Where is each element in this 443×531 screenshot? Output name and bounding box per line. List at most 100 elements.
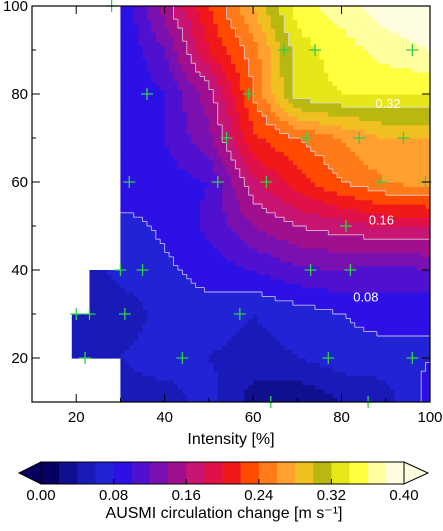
contour-cell — [177, 318, 183, 324]
contour-cell — [407, 199, 413, 205]
contour-cell — [416, 177, 422, 183]
contour-cell — [425, 133, 430, 139]
contour-cell — [337, 212, 343, 218]
contour-cell — [266, 362, 272, 368]
contour-cell — [160, 305, 166, 311]
contour-cell — [89, 349, 95, 355]
contour-cell — [275, 384, 281, 390]
contour-cell — [160, 177, 166, 183]
contour-cell — [372, 138, 378, 143]
contour-cell — [381, 226, 387, 231]
contour-cell — [133, 300, 139, 306]
contour-cell — [350, 177, 356, 183]
contour-cell — [270, 234, 276, 240]
contour-cell — [138, 195, 144, 201]
contour-cell — [248, 116, 254, 121]
contour-cell — [345, 305, 351, 311]
contour-cell — [319, 375, 325, 381]
contour-cell — [301, 270, 307, 275]
contour-cell — [129, 270, 135, 275]
contour-cell — [385, 133, 391, 139]
contour-cell — [416, 116, 422, 121]
contour-cell — [350, 142, 356, 148]
contour-cell — [177, 314, 183, 319]
contour-cell — [231, 177, 237, 183]
contour-cell — [394, 322, 400, 328]
contour-cell — [416, 375, 422, 381]
contour-cell — [120, 230, 126, 236]
contour-cell — [297, 296, 303, 302]
contour-cell — [173, 173, 179, 179]
contour-cell — [208, 371, 214, 377]
contour-cell — [297, 261, 303, 267]
contour-cell — [89, 344, 95, 350]
contour-cell — [368, 111, 374, 117]
contour-cell — [138, 212, 144, 218]
contour-cell — [297, 349, 303, 355]
contour-cell — [155, 393, 161, 399]
contour-cell — [177, 371, 183, 377]
contour-cell — [328, 208, 334, 214]
contour-cell — [253, 129, 259, 135]
contour-cell — [226, 124, 232, 130]
contour-cell — [146, 265, 152, 271]
contour-cell — [226, 344, 232, 350]
contour-cell — [363, 358, 369, 363]
contour-cell — [217, 322, 223, 328]
contour-cell — [403, 397, 409, 402]
contour-cell — [217, 292, 223, 297]
contour-cell — [416, 164, 422, 170]
contour-cell — [129, 173, 135, 179]
contour-cell — [239, 300, 245, 306]
contour-cell — [359, 138, 365, 143]
contour-cell — [244, 239, 250, 245]
contour-cell — [385, 182, 391, 187]
contour-cell — [421, 292, 427, 297]
contour-cell — [421, 111, 427, 117]
contour-cell — [345, 120, 351, 126]
contour-cell — [385, 344, 391, 350]
contour-cell — [399, 138, 405, 143]
contour-cell — [350, 349, 356, 355]
contour-cell — [208, 138, 214, 143]
contour-cell — [412, 265, 418, 271]
contour-cell — [204, 322, 210, 328]
contour-cell — [341, 388, 347, 394]
contour-cell — [208, 133, 214, 139]
contour-cell — [164, 98, 170, 104]
contour-cell — [182, 186, 188, 192]
contour-cell — [239, 252, 245, 258]
contour-cell — [279, 204, 285, 209]
contour-cell — [403, 349, 409, 355]
contour-cell — [257, 142, 263, 148]
contour-cell — [213, 164, 219, 170]
contour-cell — [195, 278, 201, 284]
contour-cell — [244, 256, 250, 262]
contour-cell — [412, 239, 418, 245]
contour-cell — [306, 124, 312, 130]
contour-cell — [385, 305, 391, 311]
contour-cell — [416, 349, 422, 355]
contour-cell — [248, 173, 254, 179]
contour-cell — [222, 327, 228, 333]
contour-cell — [416, 287, 422, 293]
contour-cell — [169, 384, 175, 390]
contour-cell — [204, 278, 210, 284]
contour-cell — [133, 98, 139, 104]
contour-cell — [261, 322, 267, 328]
contour-cell — [231, 327, 237, 333]
contour-cell — [359, 265, 365, 271]
contour-cell — [372, 384, 378, 390]
contour-cell — [403, 261, 409, 267]
contour-cell — [191, 380, 197, 385]
contour-cell — [337, 111, 343, 117]
contour-cell — [124, 168, 130, 174]
contour-cell — [279, 129, 285, 135]
contour-cell — [337, 283, 343, 289]
contour-cell — [315, 164, 321, 170]
contour-cell — [146, 168, 152, 174]
contour-cell — [394, 107, 400, 113]
contour-cell — [425, 138, 430, 143]
contour-cell — [332, 195, 338, 201]
contour-cell — [98, 344, 104, 350]
